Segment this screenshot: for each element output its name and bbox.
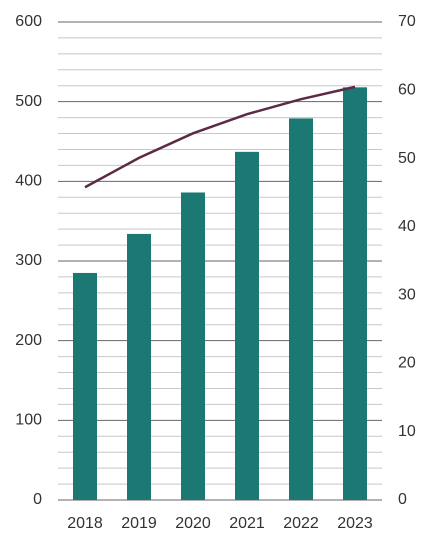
- y-tick-label: 500: [15, 93, 42, 110]
- x-tick-label: 2022: [283, 515, 319, 532]
- bar: [289, 118, 313, 500]
- y-tick-label: 300: [15, 252, 42, 269]
- y-tick-label: 200: [15, 332, 42, 349]
- x-tick-label: 2018: [67, 515, 103, 532]
- y2-tick-label: 40: [398, 218, 416, 235]
- y-tick-label: 600: [15, 13, 42, 30]
- y2-tick-label: 0: [398, 491, 407, 508]
- y2-tick-label: 50: [398, 150, 416, 167]
- line: [84, 85, 356, 189]
- bar: [343, 87, 367, 501]
- bar: [127, 233, 151, 500]
- bar: [73, 272, 97, 500]
- x-tick-label: 2021: [229, 515, 265, 532]
- x-tick-label: 2020: [175, 515, 211, 532]
- y2-tick-label: 30: [398, 286, 416, 303]
- y2-tick-label: 70: [398, 13, 416, 30]
- bar: [181, 192, 205, 500]
- y2-tick-label: 60: [398, 82, 416, 99]
- y-tick-label: 400: [15, 173, 42, 190]
- y2-tick-label: 20: [398, 355, 416, 372]
- x-tick-label: 2023: [337, 515, 373, 532]
- y2-tick-label: 10: [398, 423, 416, 440]
- bar: [235, 151, 259, 500]
- x-tick-label: 2019: [121, 515, 157, 532]
- y-tick-label: 0: [33, 491, 42, 508]
- y-tick-label: 100: [15, 412, 42, 429]
